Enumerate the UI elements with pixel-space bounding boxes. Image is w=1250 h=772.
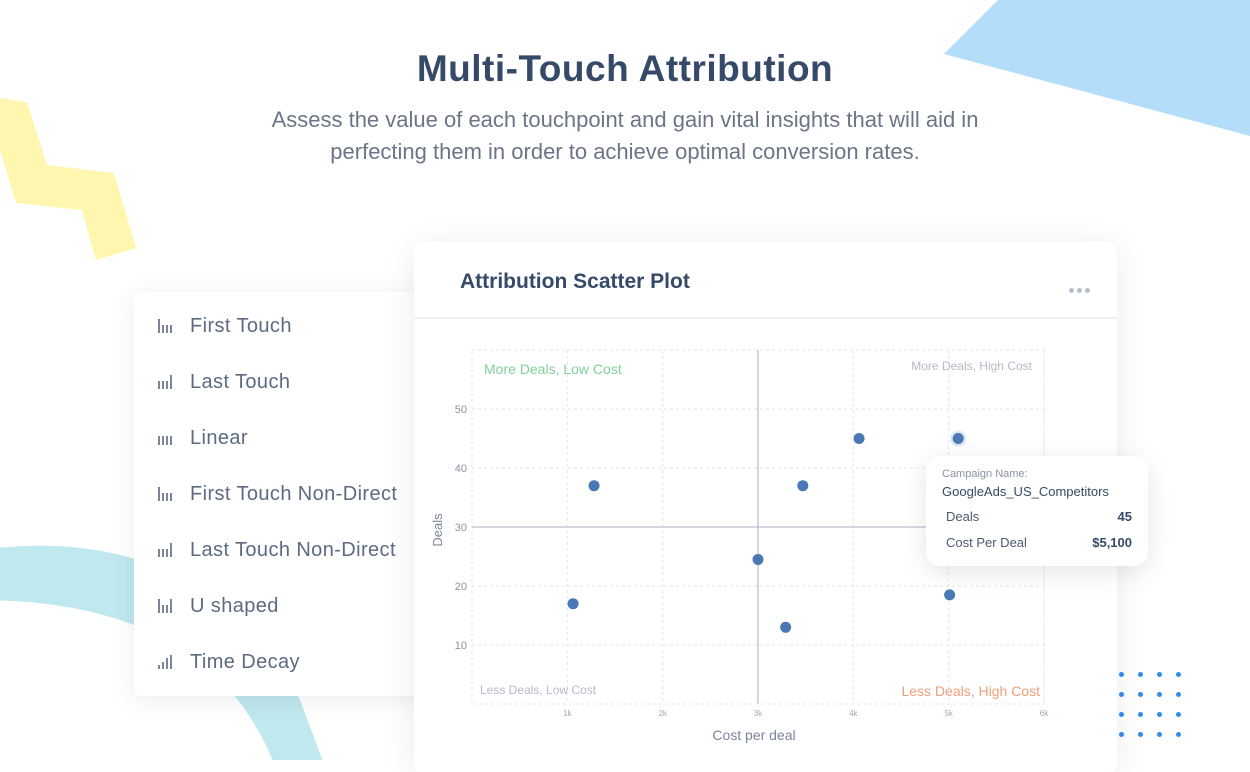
menu-item-linear[interactable]: Linear [158, 423, 248, 453]
data-point[interactable] [780, 621, 792, 633]
data-point[interactable] [952, 433, 964, 444]
campaign-tooltip: Campaign Name: GoogleAds_US_Competitors … [926, 456, 1148, 566]
x-tick-label: 1k [563, 709, 572, 718]
last-touch-bars-icon [158, 543, 178, 557]
first-touch-bars-icon [158, 319, 178, 333]
quadrant-label-bottom-right: Less Deals, High Cost [901, 683, 1040, 699]
data-point[interactable] [752, 553, 764, 565]
x-tick-label: 2k [658, 709, 667, 718]
data-point[interactable] [853, 433, 865, 444]
decorative-yellow-zigzag [0, 98, 136, 260]
attribution-model-menu: First Touch Last Touch Linear First Touc… [134, 292, 434, 696]
card-divider [414, 317, 1117, 319]
data-point[interactable] [567, 598, 579, 610]
tooltip-campaign-name: GoogleAds_US_Competitors [942, 484, 1109, 499]
data-point[interactable] [588, 480, 600, 492]
tooltip-row-deals: Deals 45 [946, 509, 1132, 524]
y-tick-label: 20 [455, 581, 467, 593]
quadrant-label-top-left: More Deals, Low Cost [484, 361, 622, 377]
x-tick-label: 5k [944, 709, 953, 718]
x-tick-label: 3k [754, 709, 763, 718]
first-touch-bars-icon [158, 487, 178, 501]
menu-item-last-touch-non-direct[interactable]: Last Touch Non-Direct [158, 535, 396, 565]
linear-bars-icon [158, 431, 178, 445]
page-subtitle: Assess the value of each touchpoint and … [271, 107, 979, 164]
menu-item-first-touch-non-direct[interactable]: First Touch Non-Direct [158, 479, 397, 509]
tooltip-campaign-label: Campaign Name: [942, 468, 1028, 480]
decorative-dot-grid [1119, 672, 1181, 737]
tooltip-row-cost-per-deal: Cost Per Deal $5,100 [946, 535, 1132, 550]
quadrant-label-top-right: More Deals, High Cost [911, 359, 1032, 373]
x-tick-label: 6k [1040, 709, 1049, 718]
time-decay-bars-icon [158, 655, 178, 669]
decorative-blue-triangle [944, 0, 1250, 136]
menu-item-time-decay[interactable]: Time Decay [158, 647, 300, 677]
y-tick-label: 50 [455, 404, 467, 416]
u-shaped-bars-icon [158, 599, 178, 613]
y-tick-label: 10 [455, 640, 467, 652]
menu-item-u-shaped[interactable]: U shaped [158, 591, 279, 621]
more-horizontal-icon[interactable] [1069, 288, 1090, 293]
card-title: Attribution Scatter Plot [460, 270, 690, 293]
x-tick-label: 4k [849, 709, 858, 718]
y-tick-label: 30 [455, 522, 467, 534]
quadrant-label-bottom-left: Less Deals, Low Cost [480, 683, 597, 697]
last-touch-bars-icon [158, 375, 178, 389]
menu-item-first-touch[interactable]: First Touch [158, 311, 292, 341]
x-axis-label: Cost per deal [712, 727, 795, 743]
data-point[interactable] [797, 480, 809, 492]
y-axis-label: Deals [430, 513, 445, 547]
y-tick-label: 40 [455, 463, 467, 475]
data-point[interactable] [944, 589, 956, 601]
page-title: Multi-Touch Attribution [416, 48, 834, 89]
page-header: Multi-Touch Attribution Assess the value… [0, 48, 1250, 168]
menu-item-last-touch[interactable]: Last Touch [158, 367, 290, 397]
